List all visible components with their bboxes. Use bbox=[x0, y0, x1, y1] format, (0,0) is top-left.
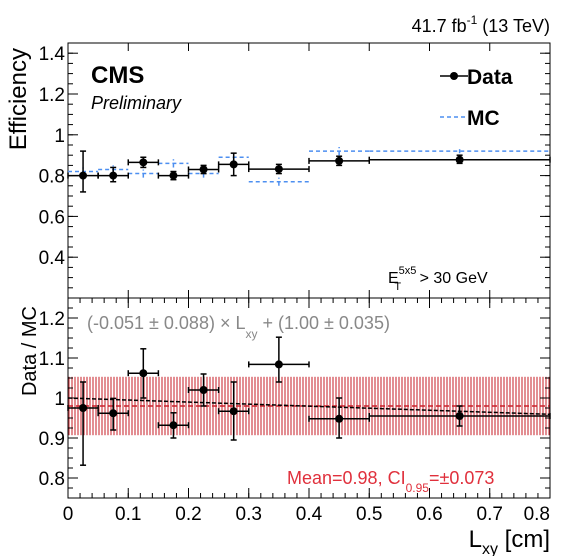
ratio-y-tick-label: 0.8 bbox=[39, 469, 65, 490]
data-marker bbox=[79, 171, 88, 180]
ratio-x-tick-label: 0.3 bbox=[236, 504, 262, 525]
x-axis-title: Lxy [cm] bbox=[469, 526, 550, 556]
ratio-point bbox=[308, 397, 370, 439]
ratio-y-tick-label: 1 bbox=[54, 389, 65, 410]
cms-label: CMS bbox=[91, 62, 144, 89]
ratio-point bbox=[127, 348, 160, 399]
efficiency-y-tick-label: 0.8 bbox=[39, 167, 65, 188]
ratio-point bbox=[187, 373, 220, 407]
data-point bbox=[368, 154, 551, 165]
ratio-marker bbox=[109, 409, 118, 418]
ratio-series bbox=[67, 336, 551, 466]
data-marker bbox=[335, 156, 344, 165]
efficiency-y-tick-label: 1 bbox=[54, 126, 65, 147]
efficiency-y-tick-label: 0.6 bbox=[39, 207, 65, 228]
ratio-x-tick-label: 0.1 bbox=[115, 504, 141, 525]
ratio-marker bbox=[79, 404, 88, 412]
data-series bbox=[67, 150, 551, 193]
data-point bbox=[157, 170, 190, 181]
data-marker bbox=[274, 165, 283, 174]
ratio-point bbox=[67, 381, 99, 466]
ratio-marker bbox=[274, 360, 283, 369]
data-point bbox=[308, 155, 370, 167]
ratio-x-tick-label: 0 bbox=[63, 504, 74, 525]
efficiency-y-tick-label: 0.4 bbox=[39, 248, 66, 269]
ratio-y-ticks: 0.8 0.9 1 1.1 1.2 bbox=[39, 297, 550, 490]
ratio-point bbox=[157, 412, 190, 439]
ratio-y-axis-title: Data / MC bbox=[19, 306, 41, 396]
data-marker bbox=[455, 155, 464, 164]
ratio-x-tick-label: 0.2 bbox=[175, 504, 201, 525]
efficiency-y-axis-title: Efficiency bbox=[5, 48, 32, 150]
ratio-point bbox=[248, 336, 310, 383]
efficiency-y-ticks: 0.4 0.6 0.8 1 1.2 1.4 bbox=[39, 44, 550, 289]
data-marker bbox=[229, 160, 238, 169]
data-marker bbox=[169, 171, 178, 180]
mc-point bbox=[128, 169, 159, 178]
ratio-x-tick-label: 0.6 bbox=[416, 504, 442, 525]
ratio-y-tick-label: 1.2 bbox=[39, 309, 65, 330]
efficiency-panel: 0.4 0.6 0.8 1 1.2 1.4 Efficiency CMS Prelimin… bbox=[5, 42, 551, 299]
mc-point bbox=[369, 149, 550, 154]
data-marker bbox=[109, 171, 118, 180]
fit-label: (-0.051 ± 0.088) × Lxy + (1.00 ± 0.035) bbox=[87, 313, 390, 341]
data-point bbox=[127, 156, 160, 169]
ratio-panel: 0.8 0.9 1 1.1 1.2 0 0.1 0.2 0.3 0.4 0.5 0.6 0.7 0.8 … bbox=[19, 297, 551, 556]
ratio-x-tick-label: 0.5 bbox=[356, 504, 382, 525]
energy-cut-label: E5x5 T > 30 GeV bbox=[388, 265, 488, 293]
ratio-point bbox=[217, 381, 250, 441]
mean-label: Mean=0.98, CI0.95=±0.073 bbox=[287, 468, 494, 495]
data-point bbox=[248, 163, 310, 175]
efficiency-y-tick-label: 1.4 bbox=[39, 44, 66, 65]
data-point bbox=[187, 164, 220, 175]
data-marker bbox=[139, 158, 148, 167]
ratio-x-tick-label: 0.7 bbox=[477, 504, 503, 525]
fit-line bbox=[67, 397, 551, 416]
ratio-marker bbox=[139, 369, 148, 378]
ratio-point bbox=[97, 397, 129, 431]
ratio-point bbox=[368, 405, 551, 427]
lumi-label: 41.7 fb-1 (13 TeV) bbox=[412, 13, 550, 36]
mc-point bbox=[248, 177, 309, 186]
mc-point bbox=[309, 147, 370, 156]
data-point bbox=[67, 150, 99, 193]
legend-data-label: Data bbox=[467, 66, 513, 89]
data-point bbox=[97, 166, 129, 183]
legend-mc-label: MC bbox=[467, 107, 500, 130]
mc-point bbox=[158, 159, 189, 168]
efficiency-x-ticks bbox=[67, 43, 551, 298]
ratio-x-ticks: 0 0.1 0.2 0.3 0.4 0.5 0.6 0.7 0.8 bbox=[63, 298, 551, 525]
ratio-marker bbox=[229, 407, 238, 416]
legend-data-marker bbox=[450, 72, 458, 80]
ratio-marker bbox=[169, 421, 178, 430]
data-point bbox=[217, 152, 250, 177]
ratio-marker bbox=[335, 414, 344, 423]
ratio-x-tick-label: 0.8 bbox=[524, 504, 550, 525]
data-marker bbox=[199, 165, 208, 174]
ratio-marker bbox=[455, 412, 464, 420]
ratio-y-tick-label: 1.1 bbox=[39, 349, 65, 370]
ratio-y-tick-label: 0.9 bbox=[39, 429, 65, 450]
ratio-marker bbox=[199, 386, 208, 394]
ratio-x-tick-label: 0.4 bbox=[296, 504, 323, 525]
legend: Data MC bbox=[440, 66, 513, 130]
efficiency-y-tick-label: 1.2 bbox=[39, 85, 65, 106]
preliminary-label: Preliminary bbox=[91, 93, 182, 113]
